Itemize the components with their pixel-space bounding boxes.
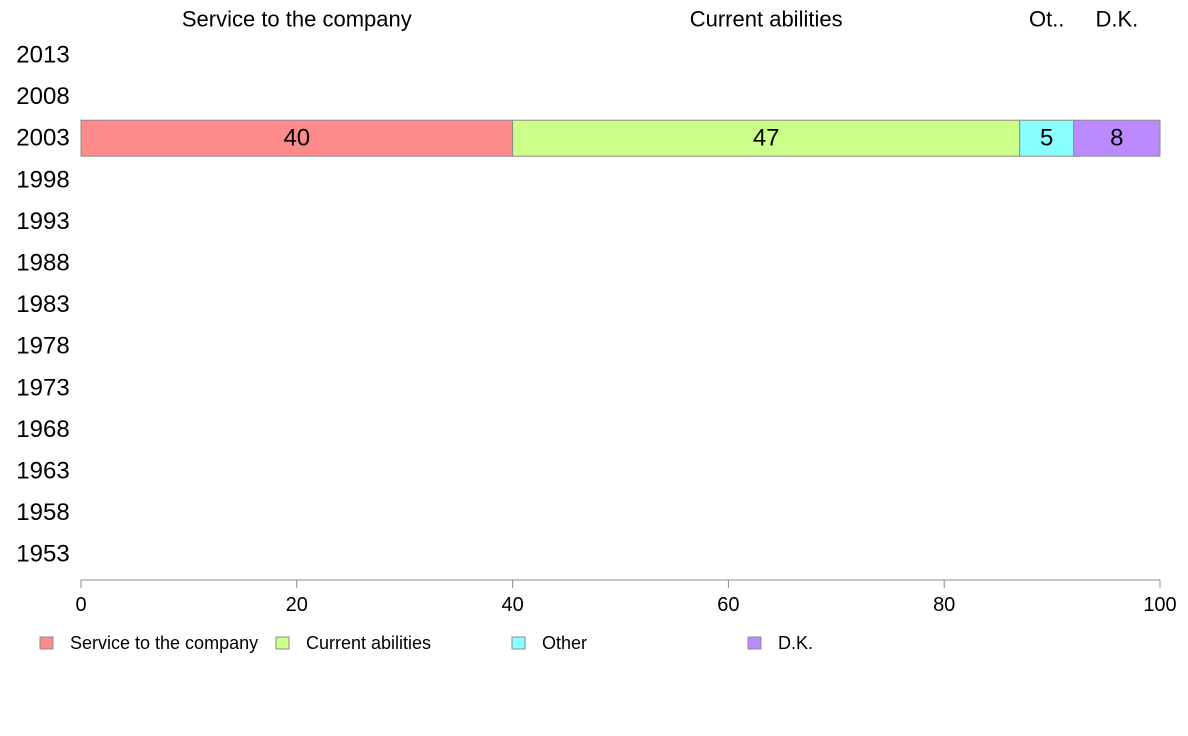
y-tick-label: 1998 (16, 166, 69, 193)
x-tick-label: 100 (1143, 594, 1176, 616)
bar-segments: 40 47 5 8 (80, 119, 1161, 157)
x-axis: 0 20 40 60 80 100 (75, 579, 1177, 616)
y-tick-label: 2008 (16, 83, 69, 110)
x-tick-label: 80 (933, 594, 955, 616)
bar-value-label: 40 (283, 125, 310, 152)
x-tick-label: 0 (75, 594, 86, 616)
y-tick-label: 1973 (16, 374, 69, 401)
legend-swatch (511, 636, 526, 650)
legend-label: Other (542, 633, 587, 653)
y-tick-label: 1963 (16, 458, 69, 485)
legend-label: Service to the company (70, 633, 258, 653)
y-tick-label: 1983 (16, 291, 69, 318)
bar-segment (1073, 119, 1161, 157)
legend-swatch (275, 636, 290, 650)
bar-segment (80, 119, 514, 157)
bar-segment (512, 119, 1021, 157)
y-tick-label: 1978 (16, 333, 69, 360)
y-tick-label: 1953 (16, 541, 69, 568)
x-tick-label: 20 (286, 594, 308, 616)
y-tick-label: 1993 (16, 208, 69, 235)
column-headers: Service to the company Current abilities O… (182, 7, 1138, 32)
y-tick-label: 1968 (16, 416, 69, 443)
bar-segment (1019, 119, 1075, 157)
column-header: Service to the company (182, 7, 412, 32)
y-tick-label: 1988 (16, 250, 69, 277)
bar-value-label: 5 (1040, 125, 1053, 152)
y-axis-labels: 2013 2008 2003 1998 1993 1988 1983 1978 1973 1968… (16, 42, 69, 568)
y-tick-label: 1958 (16, 499, 69, 526)
legend-swatch (39, 636, 54, 650)
bar-value-label: 47 (753, 125, 780, 152)
y-tick-label: 2003 (16, 125, 69, 152)
legend: Service to the company Current abilities O… (39, 633, 813, 653)
legend-label: D.K. (778, 633, 813, 653)
legend-swatch (747, 636, 762, 650)
column-header: Current abilities (690, 7, 843, 32)
y-tick-label: 2013 (16, 42, 69, 69)
x-tick-label: 60 (717, 594, 739, 616)
column-header: Ot.. (1029, 7, 1064, 32)
column-header: D.K. (1095, 7, 1138, 32)
legend-label: Current abilities (306, 633, 431, 653)
bar-value-label: 8 (1110, 125, 1123, 152)
x-tick-label: 40 (501, 594, 523, 616)
